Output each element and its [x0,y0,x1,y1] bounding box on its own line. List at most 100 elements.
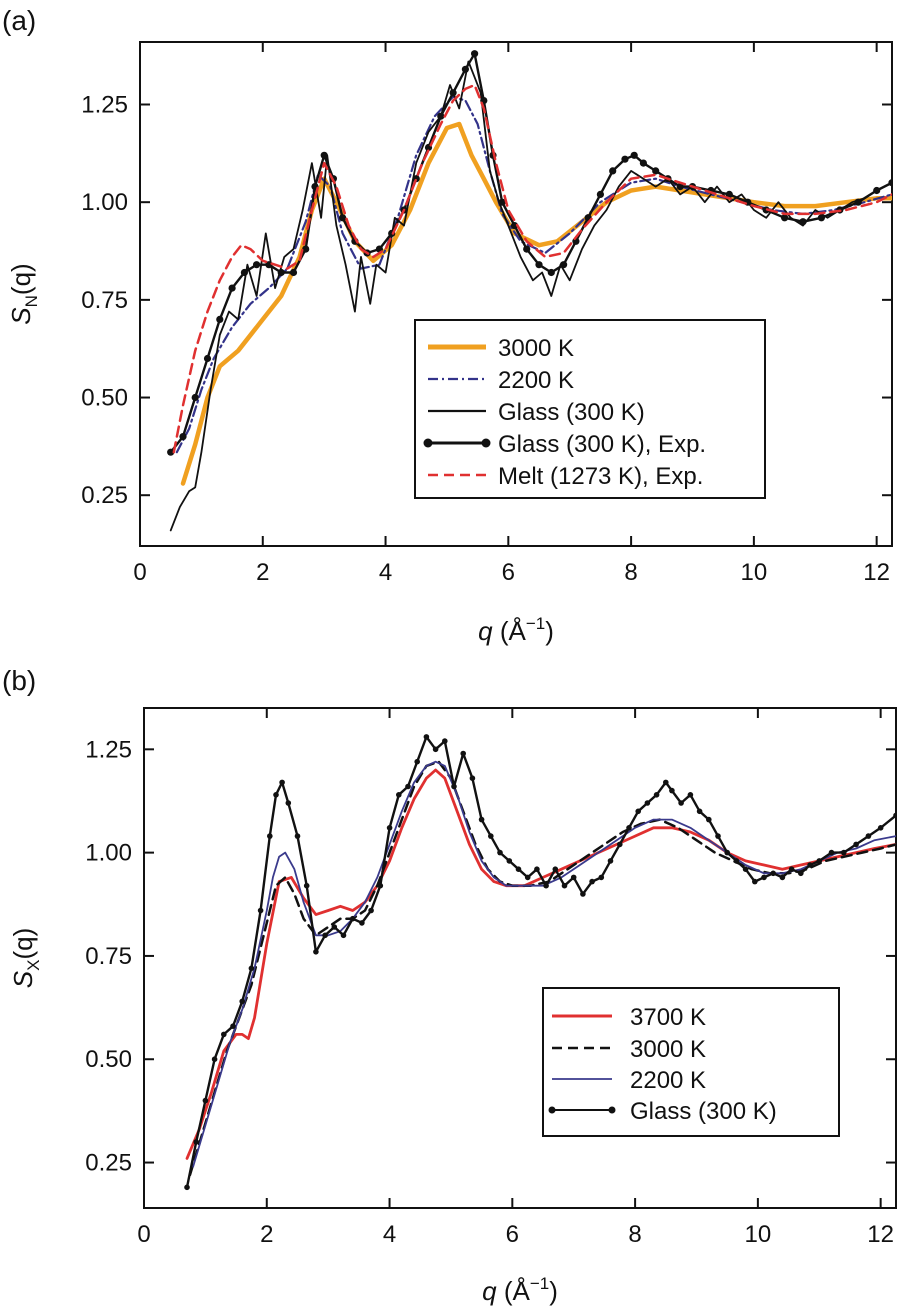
panel-b-data-point [696,808,703,815]
panel-b-x-tick-label: 10 [745,1221,772,1248]
panel-b-x-tick-label: 0 [137,1221,150,1248]
panel-b-series-2200-k [192,760,896,1168]
panel-b-y-axis-label: SX(q) [8,928,43,988]
panel-a-label: (a) [2,5,36,36]
panel-b-data-point [285,800,292,806]
panel-a-x-tick-label: 8 [624,559,637,586]
panel-b-data-point [478,816,485,823]
panel-b-data-point [865,833,872,839]
legend-a-marker-glass-exp-left [423,438,433,448]
panel-b: (b) 0 2 4 6 8 10 120.250.500.751.001.25 SX(q) … [2,665,897,1306]
panel-b-data-point [221,1031,227,1038]
panel-b-data-point [423,734,430,740]
panel-a-data-point [320,151,328,159]
panel-b-data-point [497,849,503,856]
panel-a-y-tick-label: 0.75 [81,287,128,314]
panel-b-data-point [653,792,660,798]
panel-b-data-point [184,1184,190,1191]
panel-a-x-tick-label: 0 [133,559,146,586]
legend-a-label-glass-exp: Glass (300 K), Exp. [498,431,706,458]
panel-a-data-point [609,167,617,175]
panel-b-data-point [893,812,896,819]
panel-b-data-point [761,874,767,881]
panel-b-data-point [506,858,513,864]
panel-b-data-point [607,858,614,864]
panel-b-data-point [635,808,641,815]
panel-a-data-point [873,186,881,195]
panel-b-data-point [561,882,568,889]
panel-a-data-point [725,190,733,198]
panel-b-data-point [543,882,549,889]
panel-b-data-point [377,882,384,889]
panel-b-data-point [202,1097,209,1104]
panel-a-x-tick-label: 2 [256,559,269,586]
panel-b-x-tick-label: 12 [867,1221,894,1248]
panel-a-data-point [240,268,248,277]
panel-b-data-point [303,882,310,889]
panel-b-ticks: 0 2 4 6 8 10 12 0.25 0.50 0.75 1.00 1.25 [85,708,896,1248]
panel-a-data-point [854,198,862,206]
panel-b-y-tick-label: 0.50 [85,1046,132,1073]
panel-a-x-tick-label: 4 [379,559,392,586]
legend-b-label-3700k: 3700 K [630,1004,706,1031]
panel-a-series-2200-k [175,95,892,454]
panel-b-data-point [414,758,421,765]
panel-b-data-point [742,866,749,872]
panel-b-x-tick-label: 4 [383,1221,396,1248]
panel-b-data-point [733,858,740,864]
panel-a-legend-box [414,319,766,499]
legend-a-label-glass: Glass (300 K) [498,399,645,426]
panel-a-y-tick-label: 0.25 [81,482,128,509]
panel-a-data-point [179,433,187,441]
panel-b-data-point [715,833,721,839]
panel-b-data-point [770,870,776,877]
panel-a-series [167,50,892,532]
panel-a-data-point [510,222,519,230]
panel-a-data-point [437,112,445,120]
panel-b-data-point [589,878,595,885]
panel-a-y-axis-label: SN(q) [6,263,41,324]
panel-b-legend-box [542,987,840,1137]
panel-a-data-point [449,89,457,97]
panel-a-y-tick-label: 1.25 [81,92,128,119]
panel-a-data-point [471,50,479,58]
legend-b-label-3000k: 3000 K [630,1036,706,1063]
panel-b-data-point [273,792,279,798]
panel-b-data-point [580,891,586,897]
panel-b-data-point [279,779,285,786]
panel-b-y-tick-label: 1.00 [85,840,132,867]
panel-a-data-point [630,151,638,159]
panel-a-data-point [639,159,648,167]
panel-b-data-point [267,833,273,839]
panel-b-data-point [460,750,467,757]
legend-b-marker-glass-left [548,1106,556,1114]
panel-b-y-tick-label: 0.75 [85,943,132,970]
panel-b-data-point [626,825,632,831]
panel-a-data-point [253,261,261,269]
panel-b-data-point [331,924,338,930]
panel-a-data-point [277,268,285,277]
panel-b-data-point [841,849,847,856]
panel-b-data-point [570,874,577,881]
panel-b-y-tick-label: 0.25 [85,1150,132,1177]
panel-b-data-point [322,932,328,939]
panel-b-data-point [239,998,245,1005]
panel-b-data-point [598,874,605,881]
panel-b-data-point [294,833,301,839]
panel-a-x-tick-label: 10 [741,559,768,586]
panel-b-data-point [248,965,255,972]
panel-b-data-point [313,949,319,955]
legend-a-label-3000k: 3000 K [498,335,574,362]
panel-b-data-point [524,874,531,881]
panel-b-data-point [257,907,264,914]
panel-a-data-point [302,245,310,253]
panel-b-data-point [724,849,730,856]
panel-b-data-point [359,920,365,926]
panel-b-data-point [193,1139,199,1145]
panel-b-data-point [669,787,675,794]
panel-b-data-point [678,800,684,806]
panel-a-data-point [216,315,224,323]
panel-a-data-point [799,218,807,226]
panel-a-data-point [888,179,892,187]
